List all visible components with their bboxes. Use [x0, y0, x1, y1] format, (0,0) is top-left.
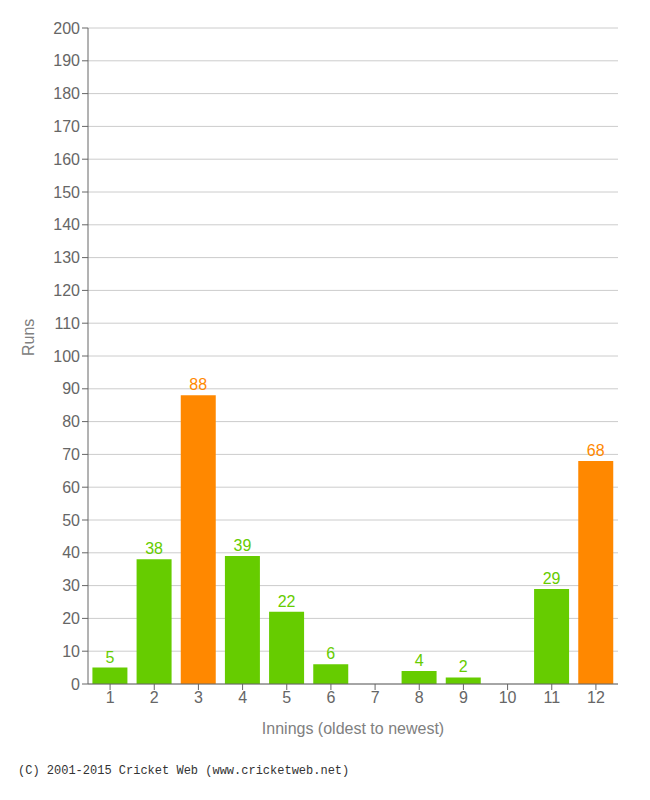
svg-text:50: 50 — [62, 512, 80, 529]
svg-text:10: 10 — [499, 689, 517, 706]
svg-text:100: 100 — [53, 348, 80, 365]
svg-text:29: 29 — [543, 570, 561, 587]
svg-text:Runs: Runs — [20, 319, 37, 356]
svg-text:180: 180 — [53, 85, 80, 102]
svg-text:6: 6 — [326, 645, 335, 662]
svg-text:6: 6 — [326, 689, 335, 706]
svg-text:7: 7 — [371, 689, 380, 706]
svg-text:3: 3 — [194, 689, 203, 706]
svg-text:60: 60 — [62, 479, 80, 496]
svg-text:4: 4 — [238, 689, 247, 706]
svg-text:170: 170 — [53, 118, 80, 135]
svg-text:88: 88 — [189, 376, 207, 393]
svg-text:Innings (oldest to newest): Innings (oldest to newest) — [262, 720, 444, 737]
svg-text:160: 160 — [53, 151, 80, 168]
svg-text:11: 11 — [543, 689, 560, 706]
svg-text:150: 150 — [53, 184, 80, 201]
svg-text:90: 90 — [62, 380, 80, 397]
svg-text:5: 5 — [105, 649, 114, 666]
svg-text:2: 2 — [459, 658, 468, 675]
svg-text:8: 8 — [415, 689, 424, 706]
svg-text:30: 30 — [62, 577, 80, 594]
svg-text:22: 22 — [278, 593, 296, 610]
svg-text:130: 130 — [53, 249, 80, 266]
svg-text:38: 38 — [145, 540, 163, 557]
svg-text:110: 110 — [54, 315, 80, 332]
svg-text:9: 9 — [459, 689, 468, 706]
svg-text:140: 140 — [53, 216, 80, 233]
html-text:(C) 2001-2015 Cricket Web (www: (C) 2001-2015 Cricket Web (www.cricketwe… — [18, 764, 350, 778]
svg-text:200: 200 — [53, 20, 80, 37]
svg-text:5: 5 — [282, 689, 291, 706]
svg-text:12: 12 — [587, 689, 605, 706]
svg-text:4: 4 — [415, 652, 424, 669]
svg-text:190: 190 — [53, 52, 80, 69]
svg-text:120: 120 — [53, 282, 80, 299]
svg-text:10: 10 — [62, 643, 80, 660]
svg-text:1: 1 — [106, 689, 115, 706]
svg-text:20: 20 — [62, 610, 80, 627]
svg-text:80: 80 — [62, 413, 80, 430]
svg-text:39: 39 — [234, 537, 252, 554]
svg-text:2: 2 — [150, 689, 159, 706]
svg-text:0: 0 — [71, 676, 80, 693]
svg-text:70: 70 — [62, 446, 80, 463]
svg-text:68: 68 — [587, 442, 605, 459]
svg-text:40: 40 — [62, 544, 80, 561]
